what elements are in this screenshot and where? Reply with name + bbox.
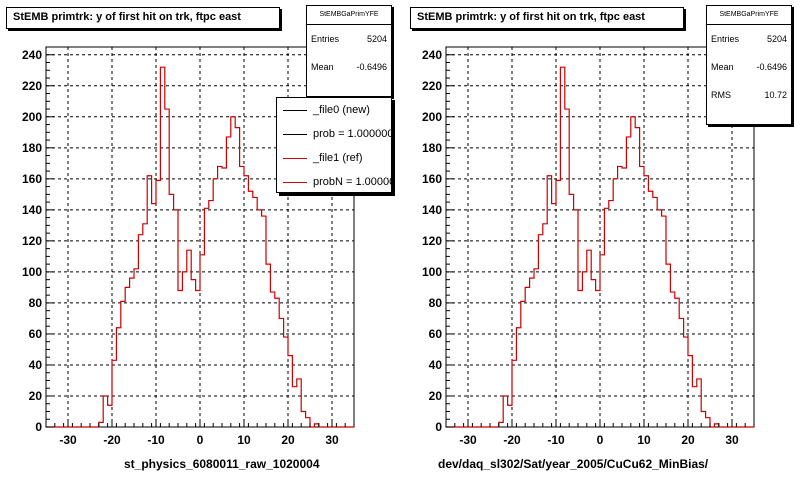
y-tick-label: 140 <box>22 203 42 217</box>
stats-value: 5204 <box>366 34 387 44</box>
y-tick-label: 120 <box>22 234 42 248</box>
legend-swatch <box>283 181 307 183</box>
x-tick-label: -10 <box>147 433 165 447</box>
legend-swatch <box>283 157 307 159</box>
stats-value: -0.6496 <box>756 62 787 72</box>
legend-label: probN = 1.000000 <box>313 176 391 188</box>
x-tick-label: 30 <box>325 433 339 447</box>
y-tick-label: 180 <box>422 141 442 155</box>
legend-swatch <box>283 109 307 111</box>
stats-row-mean: Mean -0.6496 <box>307 53 391 81</box>
y-tick-label: 240 <box>422 48 442 62</box>
y-tick-label: 80 <box>429 296 443 310</box>
y-tick-label: 80 <box>29 296 43 310</box>
stats-label: RMS <box>711 90 731 100</box>
x-tick-label: 20 <box>681 433 695 447</box>
stats-box-left: StEMBGaPrimYFE Entries 5204 Mean -0.6496 <box>306 5 392 97</box>
legend-left: _file0 (new) prob = 1.000000 _file1 (ref… <box>276 97 392 193</box>
y-tick-label: 180 <box>22 141 42 155</box>
x-tick-label: -30 <box>459 433 477 447</box>
stats-label: Mean <box>711 62 734 72</box>
chart-title-left: StEMB primtrk: y of first hit on trk, ft… <box>6 7 280 29</box>
stats-value: 10.72 <box>764 90 787 100</box>
y-tick-label: 0 <box>35 420 42 434</box>
x-tick-label: -10 <box>547 433 565 447</box>
legend-entry: prob = 1.000000 <box>277 122 391 146</box>
legend-entry: _file0 (new) <box>277 98 391 122</box>
x-tick-label: 10 <box>637 433 651 447</box>
legend-entry: _file1 (ref) <box>277 146 391 170</box>
legend-label: _file0 (new) <box>313 104 370 116</box>
y-tick-label: 160 <box>422 172 442 186</box>
y-tick-label: 100 <box>22 265 42 279</box>
y-tick-label: 40 <box>429 358 443 372</box>
y-tick-label: 240 <box>22 48 42 62</box>
stats-label: Entries <box>711 34 740 44</box>
y-tick-label: 200 <box>422 110 442 124</box>
x-tick-label: 0 <box>597 433 604 447</box>
x-tick-label: 30 <box>725 433 739 447</box>
stats-name: StEMBGaPrimYFE <box>307 6 391 25</box>
stats-name: StEMBGaPrimYFE <box>707 6 791 25</box>
y-tick-label: 220 <box>22 79 42 93</box>
x-tick-label: 0 <box>197 433 204 447</box>
x-tick-label: -20 <box>103 433 121 447</box>
stats-value: 5204 <box>766 34 787 44</box>
y-tick-label: 120 <box>422 234 442 248</box>
y-tick-label: 20 <box>429 389 443 403</box>
y-tick-label: 220 <box>422 79 442 93</box>
x-axis-label-left: st_physics_6080011_raw_1020004 <box>124 457 320 471</box>
y-tick-label: 0 <box>435 420 442 434</box>
x-tick-label: -30 <box>59 433 77 447</box>
stats-box-right: StEMBGaPrimYFE Entries 5204 Mean -0.6496… <box>706 5 792 125</box>
y-tick-label: 160 <box>22 172 42 186</box>
y-tick-label: 100 <box>422 265 442 279</box>
histogram-series <box>46 66 354 428</box>
stats-row-entries: Entries 5204 <box>707 25 791 53</box>
x-tick-label: -20 <box>503 433 521 447</box>
stats-label: Mean <box>311 62 334 72</box>
stats-value: -0.6496 <box>356 62 387 72</box>
plot-frame <box>445 46 755 428</box>
chart-title-right: StEMB primtrk: y of first hit on trk, ft… <box>410 7 684 29</box>
x-tick-label: 20 <box>281 433 295 447</box>
stats-row-mean: Mean -0.6496 <box>707 53 791 81</box>
x-tick-label: 10 <box>237 433 251 447</box>
y-tick-label: 200 <box>22 110 42 124</box>
stats-label: Entries <box>311 34 340 44</box>
stats-row-rms: RMS 10.72 <box>707 81 791 109</box>
y-tick-label: 60 <box>429 327 443 341</box>
stats-row-entries: Entries 5204 <box>307 25 391 53</box>
y-tick-label: 140 <box>422 203 442 217</box>
y-tick-label: 20 <box>29 389 43 403</box>
legend-label: _file1 (ref) <box>313 152 363 164</box>
histogram-series <box>446 66 754 428</box>
x-axis-label-right: dev/daq_sl302/Sat/year_2005/CuCu62_MinBi… <box>438 457 709 471</box>
legend-entry: probN = 1.000000 <box>277 170 391 192</box>
y-tick-label: 60 <box>29 327 43 341</box>
legend-label: prob = 1.000000 <box>313 128 392 140</box>
legend-swatch <box>283 133 307 135</box>
y-tick-label: 40 <box>29 358 43 372</box>
